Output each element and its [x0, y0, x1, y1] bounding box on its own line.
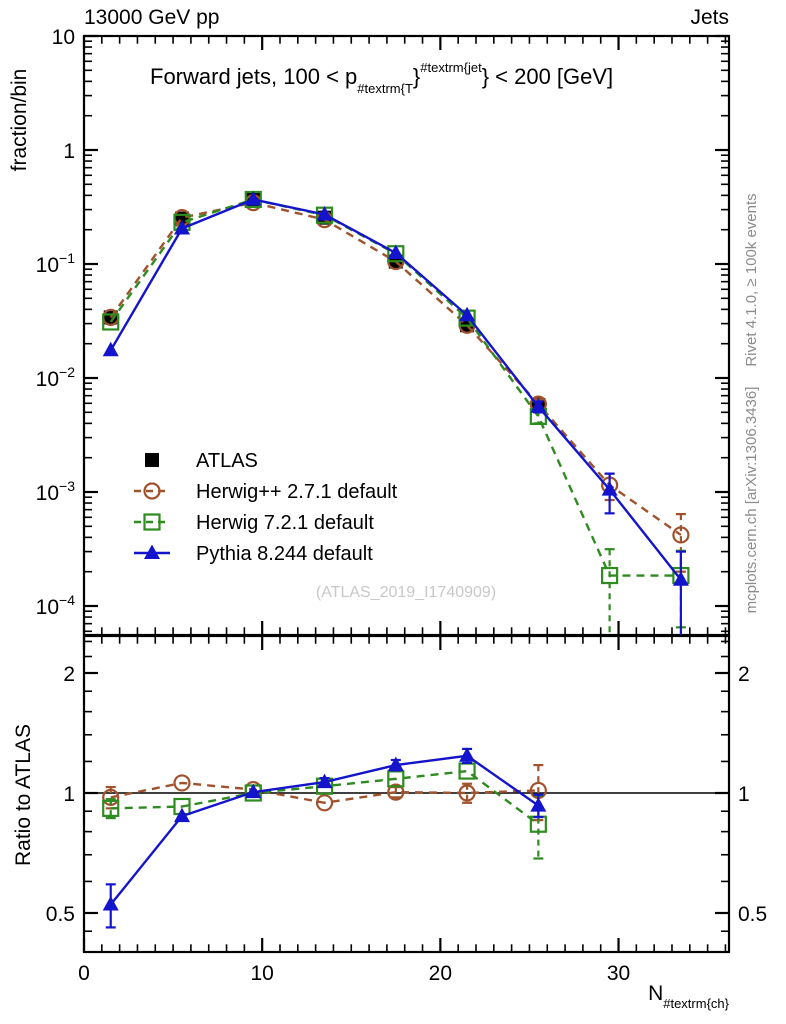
- main-y-tick-label: 1: [63, 140, 75, 163]
- ratio-point-marker: [530, 797, 547, 812]
- data-point-marker: [459, 306, 476, 322]
- main-y-axis-label: fraction/bin: [8, 69, 31, 172]
- data-point-marker: [173, 219, 190, 235]
- x-label-subscript: #textrm{ch}: [663, 996, 729, 1011]
- svg-text:Forward jets, 100 < p#textrm{T: Forward jets, 100 < p#textrm{T}#textrm{j…: [150, 60, 613, 96]
- ratio-y-axis-label: Ratio to ATLAS: [12, 724, 35, 866]
- data-point-marker: [601, 481, 618, 496]
- ratio-y-tick-label: 0.5: [46, 903, 75, 926]
- main-y-tick-label: 10: [52, 26, 75, 49]
- legend-label: Herwig++ 2.7.1 default: [196, 481, 398, 503]
- legend-label: Herwig 7.2.1 default: [196, 512, 374, 534]
- ratio-y-tick-label-right: 2: [738, 663, 750, 686]
- ratio-point-marker: [173, 774, 191, 792]
- ratio-y-tick-label-right: 0.5: [738, 903, 767, 926]
- legend-marker: [143, 482, 161, 500]
- header-analysis-label: Jets: [690, 6, 729, 29]
- x-tick-label: 20: [429, 962, 452, 985]
- header-beam-label: 13000 GeV pp: [84, 6, 219, 29]
- legend-entry[interactable]: ATLAS: [145, 450, 258, 472]
- tick-exponent: −3: [59, 478, 75, 494]
- legend-entry[interactable]: Pythia 8.244 default: [134, 543, 373, 565]
- data-point-marker: [530, 398, 547, 413]
- x-tick-label: 30: [607, 962, 630, 985]
- x-ticks: [82, 36, 727, 635]
- rivet-version-label: Rivet 4.1.0, ≥ 100k events: [743, 193, 760, 366]
- data-point-marker: [387, 244, 404, 259]
- legend-label: Pythia 8.244 default: [196, 543, 373, 565]
- ratio-point-marker: [315, 794, 334, 812]
- tick-base: 10: [36, 254, 59, 277]
- data-point-marker: [102, 313, 120, 331]
- main-panel-frame: [82, 34, 731, 637]
- ratio-point-marker: [245, 783, 262, 799]
- data-point-marker: [316, 205, 333, 221]
- x-label-main: N: [648, 982, 663, 1005]
- legend-entry[interactable]: Herwig 7.2.1 default: [134, 512, 374, 534]
- main-y-ticks: [84, 34, 729, 633]
- ratio-series-pythia: [102, 747, 547, 929]
- legend-entry[interactable]: Herwig++ 2.7.1 default: [134, 481, 398, 503]
- svg-text:N#textrm{ch}: N#textrm{ch}: [648, 982, 730, 1011]
- data-point-marker: [672, 571, 689, 586]
- tick-exponent: −4: [59, 592, 75, 608]
- main-plot-title: Forward jets, 100 < p#textrm{T}#textrm{j…: [150, 60, 613, 96]
- ratio-y-tick-label-right: 1: [738, 783, 750, 806]
- ratio-point-marker: [173, 807, 190, 823]
- ratio-panel-frame: [82, 634, 731, 954]
- ratio-y-tick-label: 2: [63, 663, 75, 686]
- ratio-y-tick-label: 1: [63, 783, 75, 806]
- series-pythia: [102, 190, 689, 635]
- tick-base: 10: [36, 482, 59, 505]
- legend-marker: [144, 544, 160, 559]
- ratio-y-ticks: [84, 640, 729, 933]
- ratio-point-marker: [102, 799, 120, 817]
- title-brace-1: }: [413, 64, 420, 89]
- tick-exponent: −1: [59, 250, 75, 266]
- tick-base: 10: [36, 596, 59, 619]
- series-atlas: [103, 192, 546, 414]
- main-y-tick-label: 10−3: [36, 478, 76, 505]
- main-y-tick-label: 10−4: [36, 592, 76, 619]
- legend-label: ATLAS: [196, 450, 258, 472]
- data-point-marker: [601, 566, 619, 585]
- ratio-point-marker: [458, 784, 476, 802]
- data-point-marker: [672, 526, 690, 544]
- analysis-id-watermark: (ATLAS_2019_I1740909): [316, 584, 496, 601]
- ratio-series-line: [110, 781, 539, 805]
- x-axis-label: N#textrm{ch}: [648, 982, 730, 1011]
- data-point-marker: [245, 190, 262, 206]
- title-superscript: #textrm{jet: [420, 60, 482, 75]
- main-y-tick-label: 10−1: [36, 250, 76, 277]
- ratio-point-marker: [387, 783, 405, 801]
- main-y-tick-label: 10−2: [36, 364, 76, 391]
- ratio-point-marker: [316, 773, 333, 789]
- x-tick-label: 10: [250, 962, 273, 985]
- ratio-point-marker: [387, 756, 404, 772]
- data-point-marker: [102, 341, 119, 357]
- mcplots-source-label: mcplots.cern.ch [arXiv:1306.3436]: [743, 387, 760, 614]
- tick-base: 10: [36, 368, 59, 391]
- legend-marker: [143, 513, 161, 531]
- ratio-point-marker: [102, 896, 119, 911]
- title-subscript: #textrm{T: [357, 81, 413, 96]
- tick-exponent: −2: [59, 364, 75, 380]
- x-tick-label: 0: [78, 962, 90, 985]
- ratio-point-marker: [459, 747, 476, 762]
- x-ticks: [82, 636, 727, 952]
- legend-marker: [145, 453, 159, 467]
- title-pre: Forward jets, 100 < p: [150, 64, 357, 89]
- title-brace-2: } < 200 [GeV]: [482, 64, 613, 89]
